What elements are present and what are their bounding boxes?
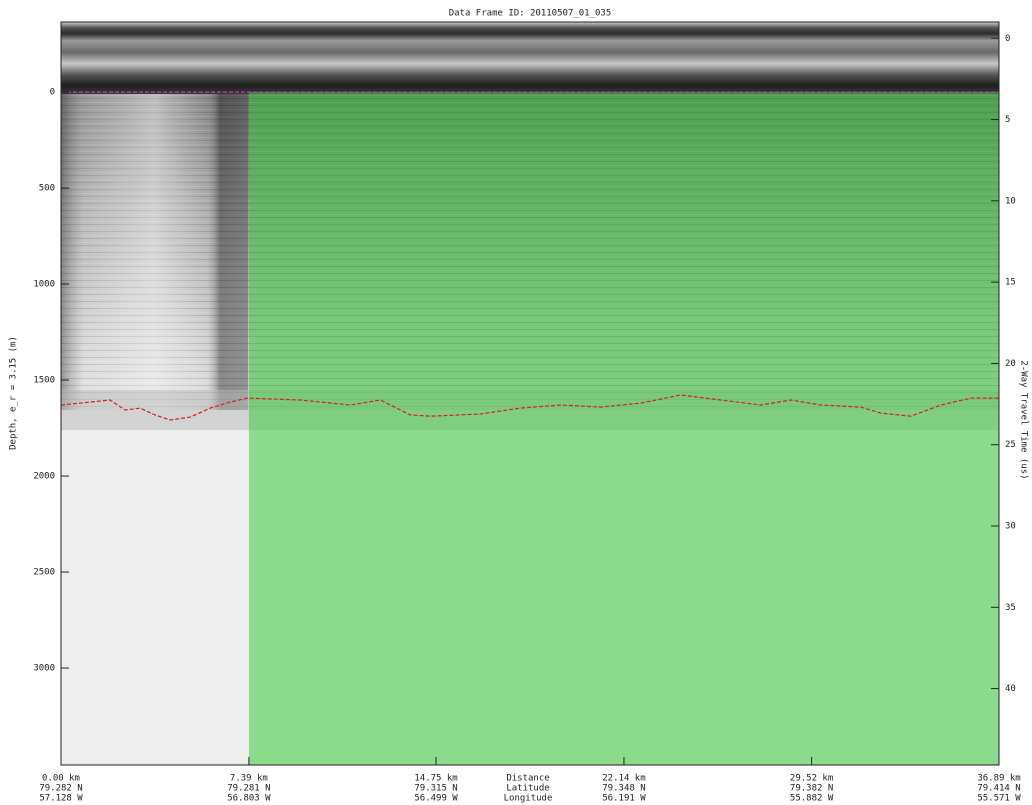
y2-tick-label: 20 [1005, 359, 1016, 369]
x-tick-latitude: 79.382 N [790, 784, 833, 794]
x-tick-label: 7.39 km [230, 774, 268, 784]
chart-title: Data Frame ID: 20110507_01_035 [449, 9, 612, 19]
x-axis-label: Latitude [506, 784, 549, 794]
x-tick-latitude: 79.348 N [602, 784, 645, 794]
highlight-region [249, 92, 999, 765]
y-tick-label: 1500 [33, 376, 55, 386]
y-tick-label: 3000 [33, 664, 55, 674]
x-tick-longitude: 57.128 W [39, 794, 83, 804]
x-tick-label: 22.14 km [602, 774, 645, 784]
x-tick-label: 14.75 km [414, 774, 457, 784]
y2-tick-label: 30 [1005, 522, 1016, 532]
x-tick-latitude: 79.281 N [227, 784, 270, 794]
chart: Data Frame ID: 20110507_01_035 Depth, e_… [0, 0, 1032, 805]
y2-tick-label: 25 [1005, 440, 1016, 450]
x-tick-label: 0.00 km [42, 774, 80, 784]
x-tick-longitude: 56.803 W [227, 794, 271, 804]
surface-band [61, 22, 999, 94]
y-tick-label: 2000 [33, 472, 55, 482]
x-tick-latitude: 79.414 N [977, 784, 1020, 794]
x-tick-longitude: 55.571 W [977, 794, 1021, 804]
x-tick-longitude: 56.499 W [414, 794, 458, 804]
y2-tick-label: 5 [1005, 115, 1010, 125]
x-tick-longitude: 55.882 W [790, 794, 834, 804]
x-tick-latitude: 79.315 N [414, 784, 457, 794]
y-axis-label: Depth, e_r = 3.15 (m) [9, 336, 19, 450]
x-tick-label: 36.89 km [977, 774, 1020, 784]
y-tick-label: 0 [50, 88, 55, 98]
x-tick-longitude: 56.191 W [602, 794, 646, 804]
y2-tick-label: 40 [1005, 684, 1016, 694]
y-tick-label: 1000 [33, 280, 55, 290]
left-columns [61, 94, 248, 410]
x-axis-label: Distance [506, 774, 549, 784]
x-axis-label: Longitude [504, 794, 553, 804]
y2-tick-label: 10 [1005, 196, 1016, 206]
y2-axis-label: 2-Way Travel Time (us) [1019, 360, 1029, 479]
page: Data Frame ID: 20110507_01_035 Depth, e_… [0, 0, 1032, 805]
x-tick-label: 29.52 km [790, 774, 833, 784]
y2-tick-label: 35 [1005, 603, 1016, 613]
x-tick-latitude: 79.282 N [39, 784, 82, 794]
y2-tick-label: 15 [1005, 278, 1016, 288]
y-tick-label: 2500 [33, 568, 55, 578]
y2-tick-label: 0 [1005, 34, 1010, 44]
y-tick-label: 500 [39, 184, 55, 194]
